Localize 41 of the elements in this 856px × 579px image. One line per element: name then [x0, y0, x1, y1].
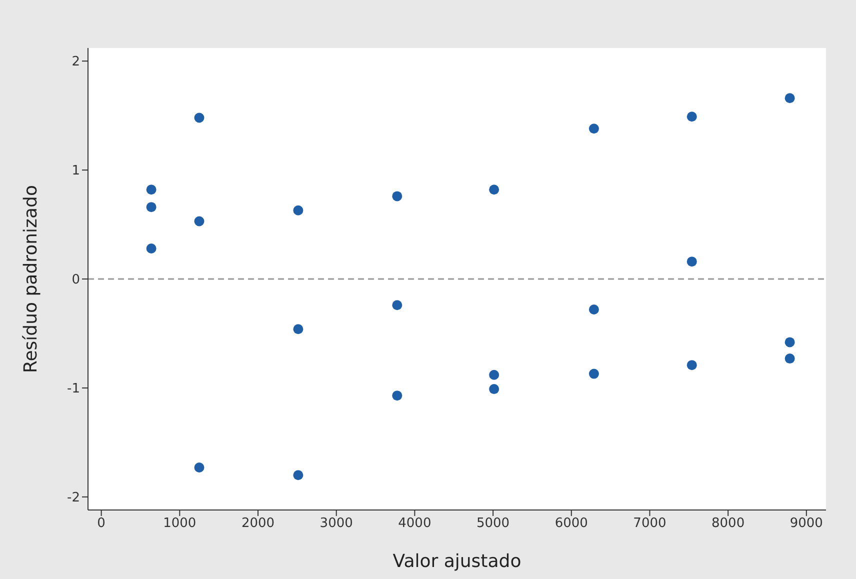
point	[489, 184, 500, 195]
x-tick-label: 6000	[554, 516, 588, 532]
x-tick-label: 1000	[163, 516, 196, 532]
y-tick-label: 1	[72, 164, 80, 179]
y-tick-label: 2	[72, 54, 80, 70]
y-tick-label: -2	[67, 490, 80, 506]
x-tick-label: 2000	[241, 516, 275, 532]
y-tick-label: -1	[67, 382, 80, 397]
point	[146, 243, 156, 254]
point	[392, 191, 402, 202]
point	[392, 390, 402, 401]
y-tick-label: 0	[72, 272, 80, 288]
point	[146, 202, 156, 212]
point	[686, 256, 697, 267]
point	[784, 93, 795, 104]
point	[588, 368, 599, 379]
x-tick-label: 7000	[633, 516, 666, 532]
x-tick-label: 5000	[476, 516, 510, 532]
point	[686, 360, 697, 370]
point	[293, 205, 304, 216]
point	[686, 112, 697, 122]
point	[194, 112, 204, 123]
x-tick-label: 8000	[712, 516, 745, 532]
y-axis-title: Resíduo padronizado	[20, 185, 42, 373]
x-tick-label: 3000	[320, 516, 353, 532]
x-tick-label: 9000	[790, 516, 823, 532]
x-tick-label: 0	[97, 516, 106, 532]
point	[489, 370, 500, 380]
x-axis-title: Valor ajustado	[392, 551, 522, 572]
point	[146, 184, 156, 195]
point	[392, 300, 402, 310]
point	[588, 304, 599, 315]
point	[784, 337, 795, 348]
point	[194, 462, 204, 473]
x-tick-label: 4000	[398, 516, 432, 532]
point	[784, 354, 795, 364]
point	[489, 384, 500, 394]
point	[588, 124, 599, 134]
point	[293, 470, 304, 480]
point	[293, 324, 304, 334]
point	[194, 216, 204, 226]
